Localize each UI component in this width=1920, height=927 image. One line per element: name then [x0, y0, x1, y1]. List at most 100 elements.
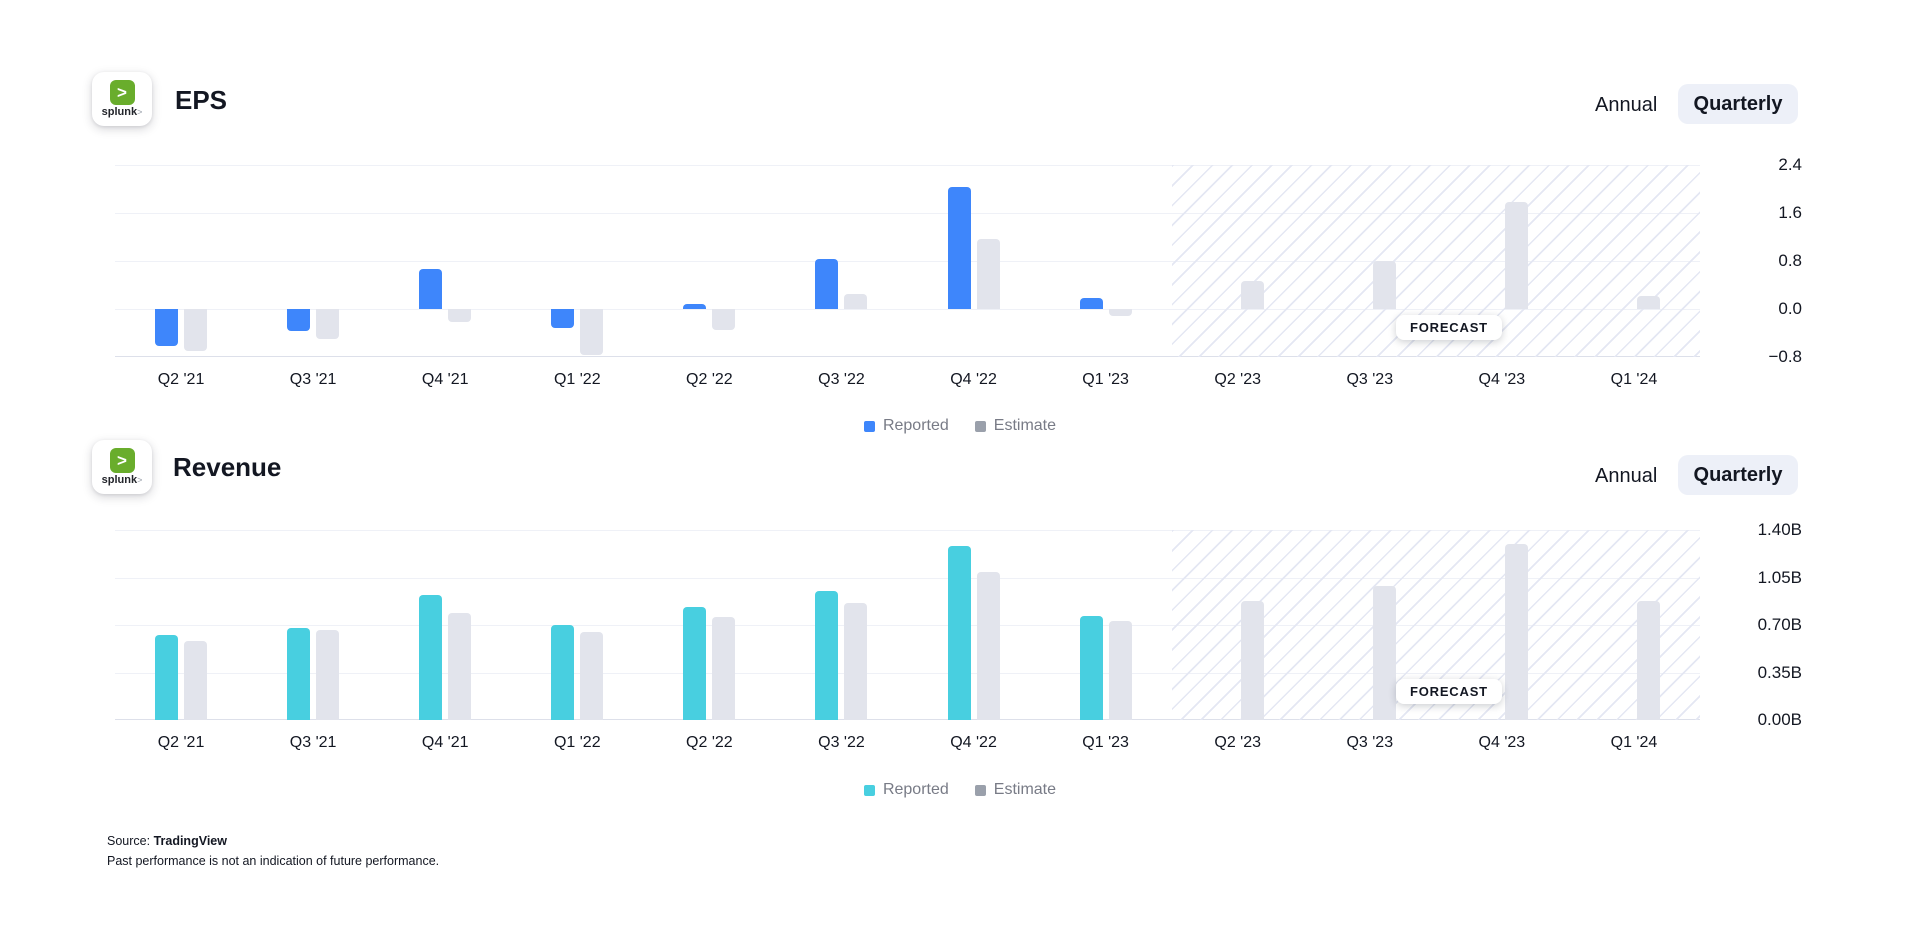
source-name: TradingView — [153, 834, 227, 848]
x-axis-label: Q1 '23 — [1082, 371, 1129, 388]
x-axis-label: Q1 '22 — [553, 371, 601, 388]
bar-estimate — [448, 309, 472, 322]
gridline — [115, 309, 1700, 310]
bar-estimate — [448, 612, 472, 720]
legend-item-reported: Reported — [863, 415, 949, 437]
reported-swatch-icon — [863, 784, 875, 796]
bar-estimate — [1108, 309, 1132, 316]
bar-estimate — [580, 631, 604, 720]
x-axis-label: Q2 '22 — [686, 734, 733, 751]
x-axis-label: Q4 '23 — [1478, 734, 1526, 751]
bar-reported — [551, 625, 575, 720]
x-axis-label: Q2 '23 — [1214, 734, 1262, 751]
bar-estimate — [1372, 585, 1396, 720]
x-axis-label: Q4 '21 — [421, 734, 469, 751]
x-axis-label: Q2 '21 — [157, 734, 205, 751]
revenue-quarterly-toggle[interactable]: Quarterly — [1678, 455, 1798, 495]
splunk-chevron-icon: > — [109, 448, 135, 473]
x-axis-label: Q3 '21 — [289, 734, 337, 751]
bar-estimate — [712, 616, 736, 720]
x-axis-label: Q4 '23 — [1478, 371, 1526, 388]
x-axis-label: Q3 '23 — [1346, 371, 1394, 388]
estimate-swatch-icon — [974, 784, 986, 796]
eps-plot-area — [115, 140, 1700, 357]
bar-estimate — [1636, 600, 1660, 720]
estimate-swatch-icon — [974, 420, 986, 432]
gridline — [115, 165, 1700, 166]
splunk-chevron-icon: > — [109, 80, 135, 105]
revenue-legend: Reported Estimate — [0, 779, 1920, 801]
revenue-forecast-badge: FORECAST — [1396, 679, 1502, 704]
bar-estimate — [1636, 296, 1660, 309]
bar-estimate — [976, 572, 1000, 720]
bar-estimate — [976, 239, 1000, 309]
splunk-logo: > splunk> — [92, 440, 152, 494]
footer: Source: TradingView Past performance is … — [107, 831, 439, 871]
x-axis-label: Q2 '22 — [686, 371, 733, 388]
source-line: Source: TradingView — [107, 834, 227, 848]
bar-reported — [683, 607, 707, 720]
y-axis-label: 2.4 — [1778, 155, 1802, 174]
y-axis-label: 0.0 — [1778, 299, 1802, 318]
x-axis-label: Q2 '21 — [157, 371, 205, 388]
splunk-logo-text: splunk> — [101, 106, 143, 118]
y-axis-label: 0.8 — [1778, 251, 1802, 270]
legend-reported-label: Reported — [882, 781, 949, 798]
disclaimer-line: Past performance is not an indication of… — [107, 854, 440, 868]
bar-reported — [155, 634, 179, 720]
x-axis-label: Q1 '24 — [1610, 734, 1658, 751]
gridline — [115, 625, 1700, 626]
bar-reported — [815, 259, 839, 309]
y-axis-label: 1.6 — [1778, 203, 1802, 222]
bar-reported — [947, 546, 971, 720]
bar-reported — [551, 309, 575, 329]
x-axis-label: Q3 '22 — [818, 734, 865, 751]
y-axis-label: 1.05B — [1757, 567, 1802, 587]
eps-quarterly-toggle[interactable]: Quarterly — [1678, 84, 1798, 124]
x-axis-label: Q1 '24 — [1610, 371, 1658, 388]
gridline — [115, 577, 1700, 579]
bar-estimate — [580, 309, 604, 355]
y-axis-label: 0.35B — [1757, 662, 1802, 682]
bar-estimate — [316, 630, 340, 720]
bar-reported — [287, 627, 311, 720]
legend-reported-label: Reported — [882, 417, 949, 434]
bar-reported — [683, 303, 707, 309]
bar-estimate — [1372, 261, 1396, 309]
x-axis-label: Q4 '22 — [950, 734, 997, 751]
gridline — [115, 530, 1700, 531]
revenue-chart-title: Revenue — [173, 452, 282, 482]
bar-reported — [1079, 615, 1103, 720]
y-axis-label: 0.00B — [1757, 710, 1802, 729]
bar-estimate — [184, 641, 208, 720]
bar-reported — [155, 309, 179, 347]
x-axis-label: Q3 '22 — [818, 371, 865, 388]
bar-reported — [419, 595, 443, 720]
eps-annual-toggle[interactable]: Annual — [1595, 94, 1658, 116]
bar-estimate — [844, 294, 868, 309]
bar-reported — [1079, 298, 1103, 309]
legend-item-estimate: Estimate — [974, 415, 1057, 437]
x-axis-label: Q1 '22 — [553, 734, 601, 751]
revenue-annual-toggle[interactable]: Annual — [1595, 465, 1658, 487]
reported-swatch-icon — [863, 420, 875, 432]
x-axis-label: Q1 '23 — [1082, 734, 1129, 751]
x-axis-label: Q4 '21 — [421, 371, 469, 388]
bar-estimate — [316, 309, 340, 339]
eps-chart-title: EPS — [175, 85, 228, 115]
bar-reported — [419, 269, 443, 309]
x-axis-label: Q2 '23 — [1214, 371, 1262, 388]
bar-reported — [287, 309, 311, 332]
y-axis-label: 1.40B — [1757, 520, 1802, 539]
splunk-logo-text: splunk> — [101, 474, 143, 486]
x-axis-label: Q3 '23 — [1346, 734, 1394, 751]
bar-estimate — [844, 603, 868, 720]
legend-estimate-label: Estimate — [993, 781, 1057, 798]
gridline — [115, 672, 1700, 674]
bar-estimate — [1504, 202, 1528, 309]
bar-estimate — [1240, 600, 1264, 720]
y-axis-label: −0.8 — [1768, 347, 1802, 366]
y-axis-label: 0.70B — [1757, 615, 1802, 634]
legend-estimate-label: Estimate — [993, 417, 1057, 434]
